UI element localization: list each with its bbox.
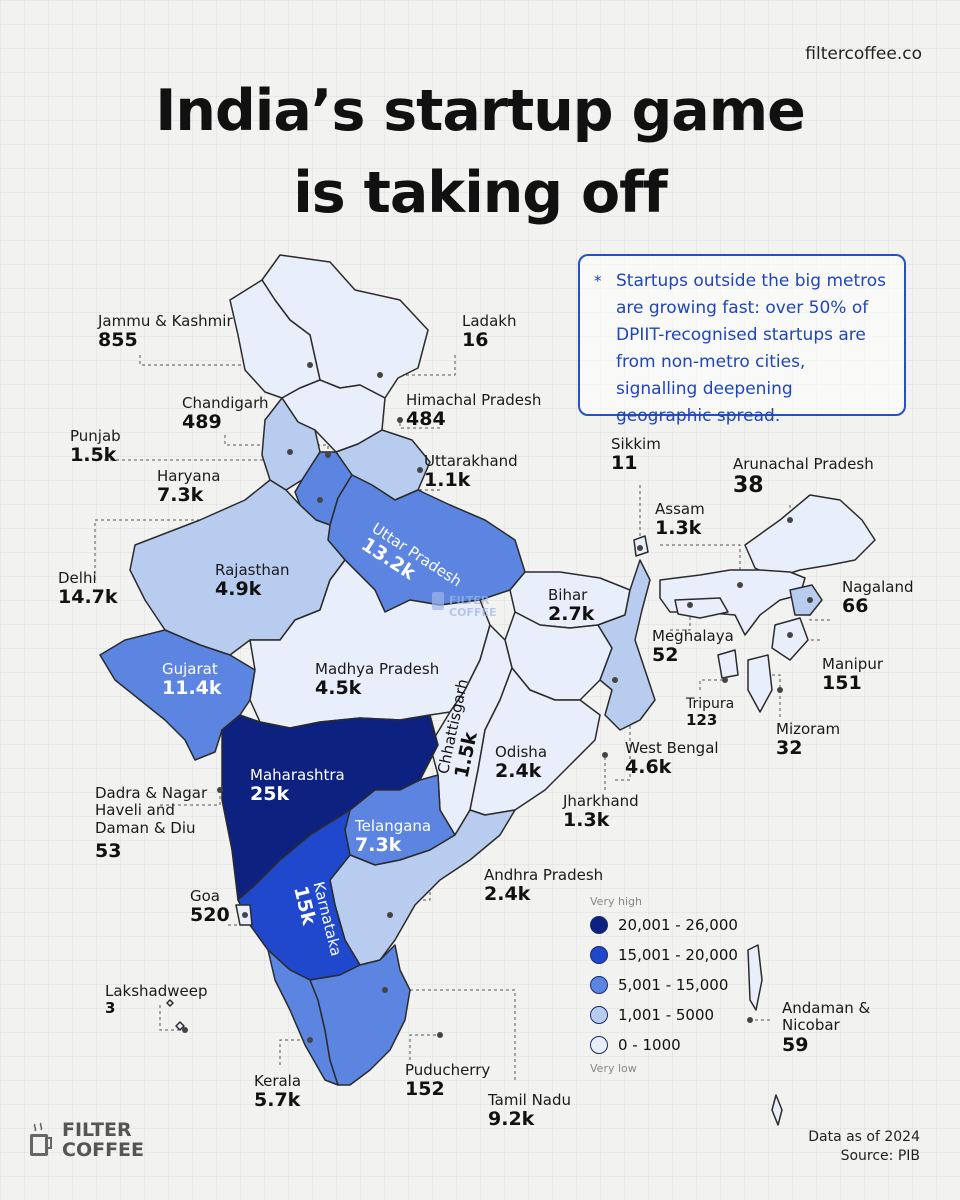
label-tamil-nadu: Tamil Nadu 9.2k: [488, 1091, 572, 1131]
title-line-1: India’s startup game: [155, 78, 806, 144]
legend-caption-high: Very high: [590, 895, 642, 908]
label-bihar: Bihar 2.7k: [548, 586, 595, 626]
watermark-filter: FILTER: [449, 594, 490, 607]
label-maharashtra: Maharashtra 25k: [250, 766, 345, 806]
legend-caption-low: Very low: [590, 1062, 637, 1075]
callout-box: * Startups outside the big metros are gr…: [578, 254, 906, 426]
legend-swatch: [590, 976, 608, 994]
label-chandigarh: Chandigarh 489: [182, 394, 269, 434]
label-gujarat: Gujarat 11.4k: [162, 660, 222, 700]
data-date: Data as of 2024: [808, 1129, 920, 1145]
label-arunachal-pradesh: Arunachal Pradesh 38: [733, 455, 874, 499]
meghalaya-shape: [674, 597, 729, 619]
watermark-coffee: COFFEE: [449, 606, 496, 619]
label-odisha: Odisha 2.4k: [495, 743, 548, 783]
label-kerala: Kerala 5.7k: [254, 1072, 302, 1112]
map-watermark: FILTER COFFEE: [432, 592, 496, 619]
leader-dots: [182, 362, 813, 1043]
label-mizoram: Mizoram 32: [776, 720, 841, 760]
label-haryana: Haryana 7.3k: [157, 467, 221, 507]
source-note: Data as of 2024 Source: PIB: [808, 1128, 920, 1166]
brand-name: FILTER COFFEE: [62, 1119, 145, 1161]
label-madhya-pradesh: Madhya Pradesh 4.5k: [315, 660, 440, 700]
legend-swatch: [590, 916, 608, 934]
arunachal-pradesh-shape: [744, 494, 876, 579]
callout-text: Startups outside the big metros are grow…: [616, 271, 886, 426]
label-assam: Assam 1.3k: [655, 500, 705, 540]
label-tripura: Tripura 123: [686, 696, 735, 730]
west-bengal-shape: [597, 559, 656, 731]
label-sikkim: Sikkim 11: [611, 435, 661, 475]
label-west-bengal: West Bengal 4.6k: [625, 739, 719, 779]
tamil-nadu-shape: [309, 944, 411, 1086]
coffee-cup-icon: [30, 1122, 52, 1156]
label-rajasthan: Rajasthan 4.9k: [215, 561, 290, 601]
legend-swatch: [590, 1036, 608, 1054]
label-goa: Goa 520: [190, 887, 230, 927]
legend-item: 15,001 - 20,000: [590, 942, 738, 968]
label-dadra-daman: Dadra & Nagar Haveli and Daman & Diu 53: [95, 784, 208, 862]
legend-swatch: [590, 1006, 608, 1024]
manipur-shape: [771, 617, 809, 661]
mizoram-shape: [747, 654, 773, 713]
tripura-shape: [717, 649, 739, 679]
label-delhi: Delhi 14.7k: [58, 569, 118, 609]
label-puducherry: Puducherry 152: [405, 1061, 491, 1101]
label-ladakh: Ladakh 16: [462, 312, 517, 352]
data-source: Source: PIB: [840, 1148, 920, 1164]
nagaland-shape: [789, 584, 823, 616]
label-uttarakhand: Uttarakhand 1.1k: [424, 452, 518, 492]
title-line-2: is taking off: [293, 160, 667, 226]
brand-logo: FILTER COFFEE: [28, 1120, 144, 1160]
lakshadweep-islands-shape: [166, 999, 185, 1031]
label-telangana: Telangana 7.3k: [355, 817, 432, 857]
label-punjab: Punjab 1.5k: [70, 427, 121, 467]
label-meghalaya: Meghalaya 52: [652, 627, 734, 667]
legend-item: 1,001 - 5000: [590, 1002, 738, 1028]
label-manipur: Manipur 151: [822, 655, 884, 695]
label-lakshadweep: Lakshadweep 3: [105, 982, 208, 1018]
legend-item: 5,001 - 15,000: [590, 972, 738, 998]
label-andhra-pradesh: Andhra Pradesh 2.4k: [484, 866, 604, 906]
legend-item: 0 - 1000: [590, 1032, 738, 1058]
asterisk-icon: *: [594, 272, 602, 290]
state-shapes: [99, 254, 876, 1126]
label-himachal-pradesh: Himachal Pradesh 484: [406, 391, 542, 431]
label-andaman-nicobar: Andaman & Nicobar 59: [782, 999, 871, 1056]
andaman-islands-shape: [747, 944, 783, 1126]
site-url: filtercoffee.co: [805, 44, 922, 64]
label-jammu-kashmir: Jammu & Kashmir 855: [98, 312, 233, 352]
legend-item: 20,001 - 26,000: [590, 912, 738, 938]
legend: Very high 20,001 - 26,000 15,001 - 20,00…: [590, 895, 738, 1075]
label-nagaland: Nagaland 66: [842, 578, 914, 618]
legend-swatch: [590, 946, 608, 964]
label-jharkhand: Jharkhand 1.3k: [563, 792, 639, 832]
